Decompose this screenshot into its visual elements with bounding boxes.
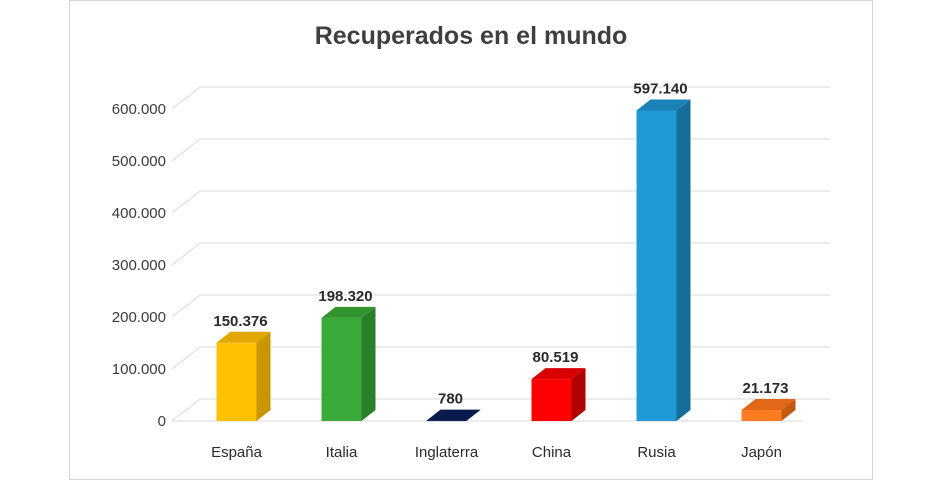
gridlines (171, 86, 830, 422)
gridline-diag (171, 86, 201, 110)
y-tick-label: 500.000 (112, 153, 166, 170)
gridline-diag (171, 138, 201, 162)
bar-top (321, 306, 376, 318)
data-label: 597.140 (633, 80, 687, 97)
bar-side (781, 398, 796, 421)
data-label: 780 (438, 391, 463, 408)
gridline-diag (171, 346, 201, 370)
y-tick-label: 100.000 (112, 361, 166, 378)
y-tick-label: 0 (158, 413, 166, 430)
bar-front (321, 317, 362, 421)
bar-5 (741, 398, 796, 421)
bar-0 (216, 331, 271, 421)
bar-1 (321, 306, 376, 421)
x-tick-label: Italia (326, 444, 358, 461)
bar-side (676, 99, 691, 422)
bars (216, 99, 796, 422)
y-tick-label: 300.000 (112, 257, 166, 274)
chart-frame (69, 0, 873, 480)
bar-side (361, 306, 376, 421)
y-axis-ticks: 0 100.000 200.000 300.000 400.000 500.000 600.… (112, 101, 166, 430)
bar-front (216, 342, 257, 421)
bar-top (426, 409, 481, 421)
y-tick-label: 600.000 (112, 101, 166, 118)
bar-top (636, 99, 691, 111)
bar-top (531, 368, 586, 380)
bar-top (216, 331, 271, 343)
bar-3 (531, 368, 586, 421)
y-tick-label: 400.000 (112, 205, 166, 222)
gridline-diag (171, 190, 201, 214)
bar-front (426, 420, 467, 422)
bar-4 (636, 99, 691, 422)
data-label: 150.376 (213, 313, 267, 330)
x-tick-label: España (211, 444, 263, 461)
bar-side (571, 368, 586, 421)
x-tick-label: Japón (741, 444, 782, 461)
bar-side (256, 331, 271, 421)
bar-front (741, 409, 782, 421)
gridline-diag (171, 242, 201, 266)
bar-side (466, 409, 481, 421)
data-label: 21.173 (743, 380, 789, 397)
x-tick-label: China (532, 444, 572, 461)
x-tick-label: Inglaterra (415, 444, 479, 461)
data-labels: 150.376 198.320 780 80.519 597.140 21.173 (213, 80, 788, 407)
bar-front (636, 110, 677, 422)
chart-title: Recuperados en el mundo (314, 22, 628, 50)
data-label: 198.320 (318, 288, 372, 305)
gridline-diag (171, 294, 201, 318)
gridline-diag (171, 398, 201, 422)
y-tick-label: 200.000 (112, 309, 166, 326)
bar-front (531, 379, 572, 421)
data-label: 80.519 (533, 349, 579, 366)
bar-2 (426, 409, 481, 422)
x-tick-label: Rusia (637, 444, 676, 461)
bar-top (741, 398, 796, 410)
x-axis-ticks: España Italia Inglaterra China Rusia Japón (211, 444, 782, 461)
